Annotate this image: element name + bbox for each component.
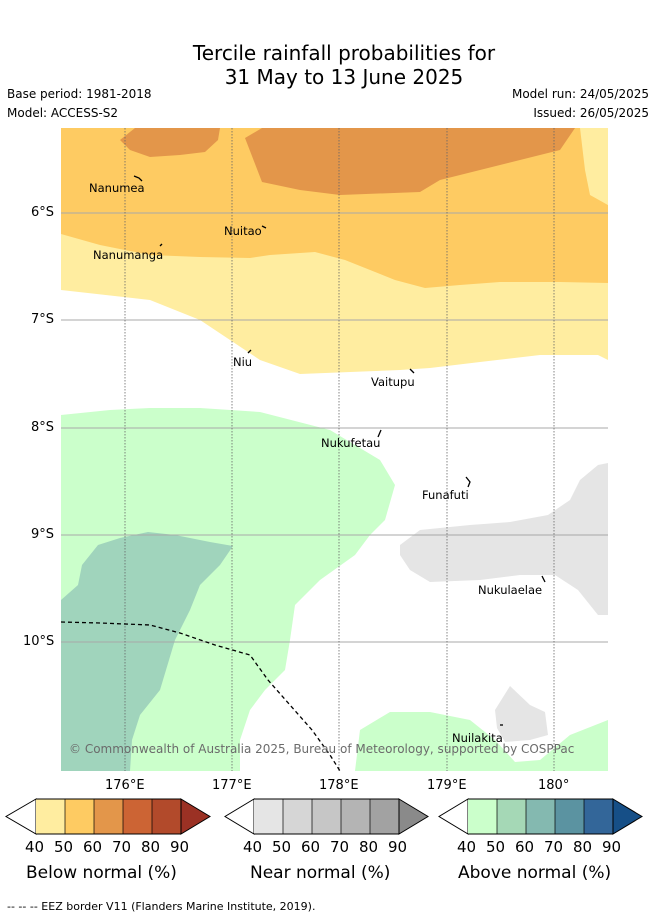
lon-tick-176e: 176°E	[105, 778, 145, 793]
lat-tick-9s: 9°S	[31, 527, 55, 542]
eez-border-line	[61, 621, 341, 771]
cb-above-tick-80: 80	[573, 838, 593, 856]
issued-label: Issued: 26/05/2025	[533, 106, 649, 120]
lon-tick-177e: 177°E	[212, 778, 252, 793]
eez-legend-footer: -- -- -- EEZ border V11 (Flanders Marine…	[7, 900, 316, 913]
cb-below-tick-60: 60	[83, 838, 103, 856]
cb-below-tick-50: 50	[54, 838, 74, 856]
cb-below-tick-80: 80	[141, 838, 161, 856]
place-label-nukulaelae: Nukulaelae	[478, 583, 543, 597]
lat-tick-6s: 6°S	[31, 205, 55, 220]
cb-near-tick-70: 70	[330, 838, 350, 856]
model-label: Model: ACCESS-S2	[7, 106, 119, 120]
lat-tick-8s: 8°S	[31, 420, 55, 435]
region-below-normal-60-70-west	[120, 128, 220, 157]
cb-above-tick-70: 70	[544, 838, 564, 856]
model-run-label: Model run: 24/05/2025	[511, 87, 649, 101]
place-label-niu: Niu	[233, 355, 253, 369]
colorbars	[5, 798, 643, 835]
colorbar-above-title: Above normal (%)	[458, 863, 612, 883]
colorbar-below-title: Below normal (%)	[26, 863, 177, 883]
colorbar-below-normal	[5, 798, 211, 835]
place-label-nuitao: Nuitao	[224, 224, 262, 238]
lon-tick-178e: 178°E	[319, 778, 359, 793]
colorbar-above-normal	[438, 798, 643, 835]
cb-near-tick-40: 40	[243, 838, 263, 856]
cb-below-tick-40: 40	[25, 838, 45, 856]
colorbar-near-normal	[224, 798, 429, 835]
cb-above-tick-60: 60	[515, 838, 535, 856]
place-label-nuilakita: Nuilakita	[452, 731, 503, 745]
place-label-vaitupu: Vaitupu	[371, 375, 415, 389]
cb-below-tick-90: 90	[170, 838, 190, 856]
cb-above-tick-90: 90	[602, 838, 622, 856]
region-near-normal-40-50	[400, 463, 608, 615]
place-label-nukufetau: Nukufetau	[321, 436, 381, 450]
copyright-notice: © Commonwealth of Australia 2025, Bureau…	[69, 742, 575, 756]
region-below-normal-60-70-east	[245, 128, 575, 195]
place-label-nanumanga: Nanumanga	[93, 248, 164, 262]
cb-below-tick-70: 70	[112, 838, 132, 856]
place-label-funafuti: Funafuti	[422, 488, 469, 502]
map-title-line1: Tercile rainfall probabilities for	[192, 41, 496, 65]
cb-near-tick-90: 90	[388, 838, 408, 856]
lat-tick-7s: 7°S	[31, 312, 55, 327]
map-title-line2: 31 May to 13 June 2025	[224, 65, 464, 89]
cb-above-tick-50: 50	[486, 838, 506, 856]
cb-above-tick-40: 40	[457, 838, 477, 856]
lon-tick-179e: 179°E	[427, 778, 467, 793]
region-above-normal-50-60	[61, 532, 233, 771]
base-period-label: Base period: 1981-2018	[7, 87, 152, 101]
place-label-nanumea: Nanumea	[89, 181, 145, 195]
cb-near-tick-80: 80	[359, 838, 379, 856]
cb-near-tick-60: 60	[301, 838, 321, 856]
cb-near-tick-50: 50	[272, 838, 292, 856]
colorbar-near-title: Near normal (%)	[250, 863, 391, 883]
lon-tick-180: 180°	[538, 778, 570, 793]
lat-tick-10s: 10°S	[23, 634, 55, 649]
